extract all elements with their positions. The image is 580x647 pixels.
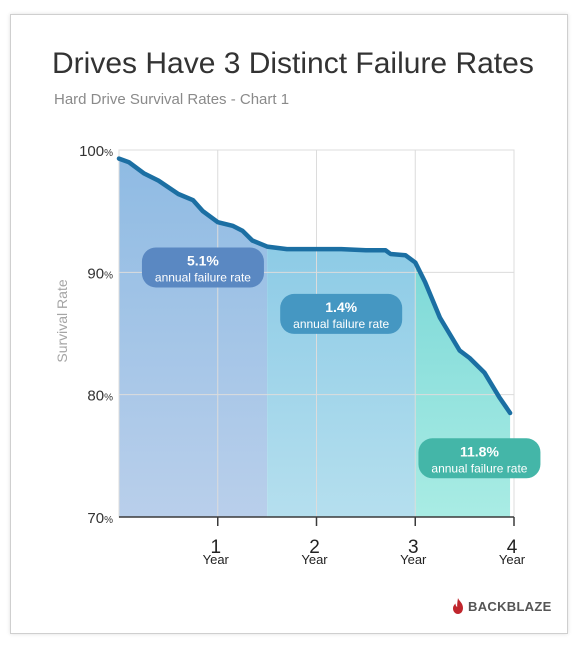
y-tick-label: 90% <box>87 265 113 282</box>
failure-rate-badge: 1.4% annual failure rate <box>280 293 403 334</box>
x-tick-unit: Year <box>400 552 427 567</box>
failure-rate-badge: 11.8% annual failure rate <box>418 438 541 479</box>
x-tick-label: 4 <box>507 537 518 558</box>
x-tick-unit: Year <box>499 552 526 567</box>
y-tick-label: 80% <box>87 388 113 405</box>
badge-background <box>141 247 264 288</box>
x-tick-label: 3 <box>408 537 419 558</box>
badge-label: annual failure rate <box>431 461 527 475</box>
region-area-2 <box>267 246 416 517</box>
region-area-1 <box>119 158 268 517</box>
brand-name: BACKBLAZE <box>468 598 552 614</box>
chart-subtitle: Hard Drive Survival Rates - Chart 1 <box>54 91 290 108</box>
badge-rate: 11.8% <box>460 443 499 459</box>
x-tick-unit: Year <box>301 552 328 567</box>
flame-icon <box>453 598 463 614</box>
x-tick-unit: Year <box>203 552 230 567</box>
survival-line <box>116 156 513 416</box>
badge-rate: 5.1% <box>187 252 219 268</box>
y-axis-label: Survival Rate <box>54 279 70 362</box>
y-tick-label: 100% <box>79 143 113 160</box>
chart-title: Drives Have 3 Distinct Failure Rates <box>52 47 534 80</box>
x-tick-label: 2 <box>309 537 320 558</box>
failure-rate-badge: 5.1% annual failure rate <box>141 247 264 288</box>
y-tick-label: 70% <box>87 510 113 527</box>
badge-rate: 1.4% <box>325 299 357 315</box>
badge-label: annual failure rate <box>155 270 251 284</box>
x-tick-label: 1 <box>210 537 221 558</box>
badge-label: annual failure rate <box>293 317 389 331</box>
badge-background <box>280 293 403 334</box>
brand-logo: BACKBLAZE <box>452 598 552 614</box>
badge-background <box>418 438 541 479</box>
